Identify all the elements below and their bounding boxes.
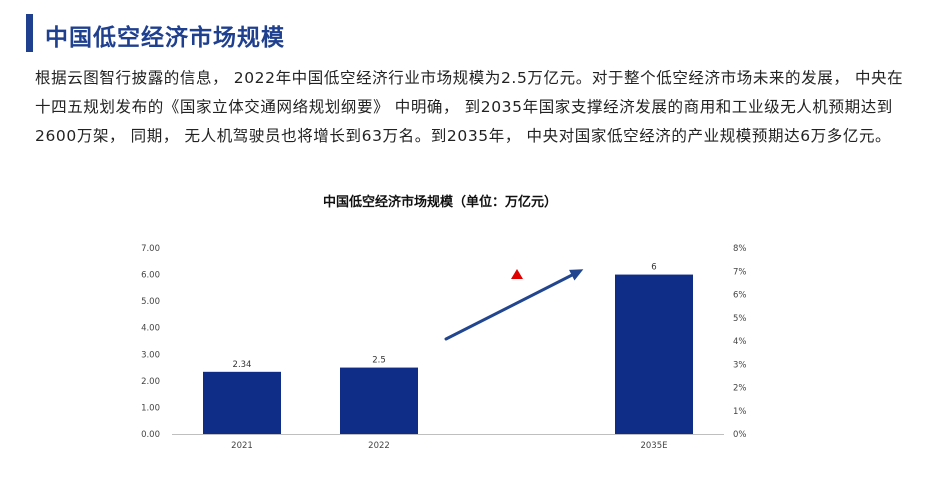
y2-tick-label: 2% — [733, 384, 747, 394]
bar — [615, 274, 693, 434]
bar — [203, 371, 281, 434]
bar-data-label: 2.5 — [372, 356, 386, 366]
y2-tick-label: 4% — [733, 337, 747, 347]
y2-tick-label: 7% — [733, 267, 747, 277]
trend-arrow-line — [444, 270, 580, 341]
page-title: 中国低空经济市场规模 — [45, 25, 285, 51]
y-tick-label: 0.00 — [141, 430, 160, 440]
body-paragraph: 根据云图智行披露的信息， 2022年中国低空经济行业市场规模为2.5万亿元。对于… — [35, 69, 904, 145]
bar-data-label: 6 — [651, 263, 656, 273]
y-tick-label: 6.00 — [141, 271, 160, 281]
bar-data-label: 2.34 — [233, 360, 252, 370]
x-tick-label: 2022 — [368, 441, 390, 451]
y-tick-label: 7.00 — [141, 244, 160, 254]
y-tick-label: 2.00 — [141, 377, 160, 387]
y-tick-label: 5.00 — [141, 297, 160, 307]
trend-arrow-head-icon — [569, 269, 584, 281]
y2-tick-label: 3% — [733, 360, 747, 370]
chart-title: 中国低空经济市场规模（单位：万亿元） — [322, 195, 557, 210]
y2-tick-label: 8% — [733, 244, 747, 254]
y2-tick-label: 1% — [733, 407, 747, 417]
bar — [340, 367, 418, 434]
x-tick-label: 2035E — [640, 441, 667, 451]
y-tick-label: 1.00 — [141, 403, 160, 413]
y2-tick-label: 0% — [733, 430, 747, 440]
red-triangle-marker-icon — [511, 269, 523, 279]
x-tick-label: 2021 — [231, 441, 253, 451]
title-accent-bar — [26, 14, 33, 52]
y-tick-label: 4.00 — [141, 324, 160, 334]
y-tick-label: 3.00 — [141, 350, 160, 360]
y2-tick-label: 5% — [733, 314, 747, 324]
y2-tick-label: 6% — [733, 291, 747, 301]
